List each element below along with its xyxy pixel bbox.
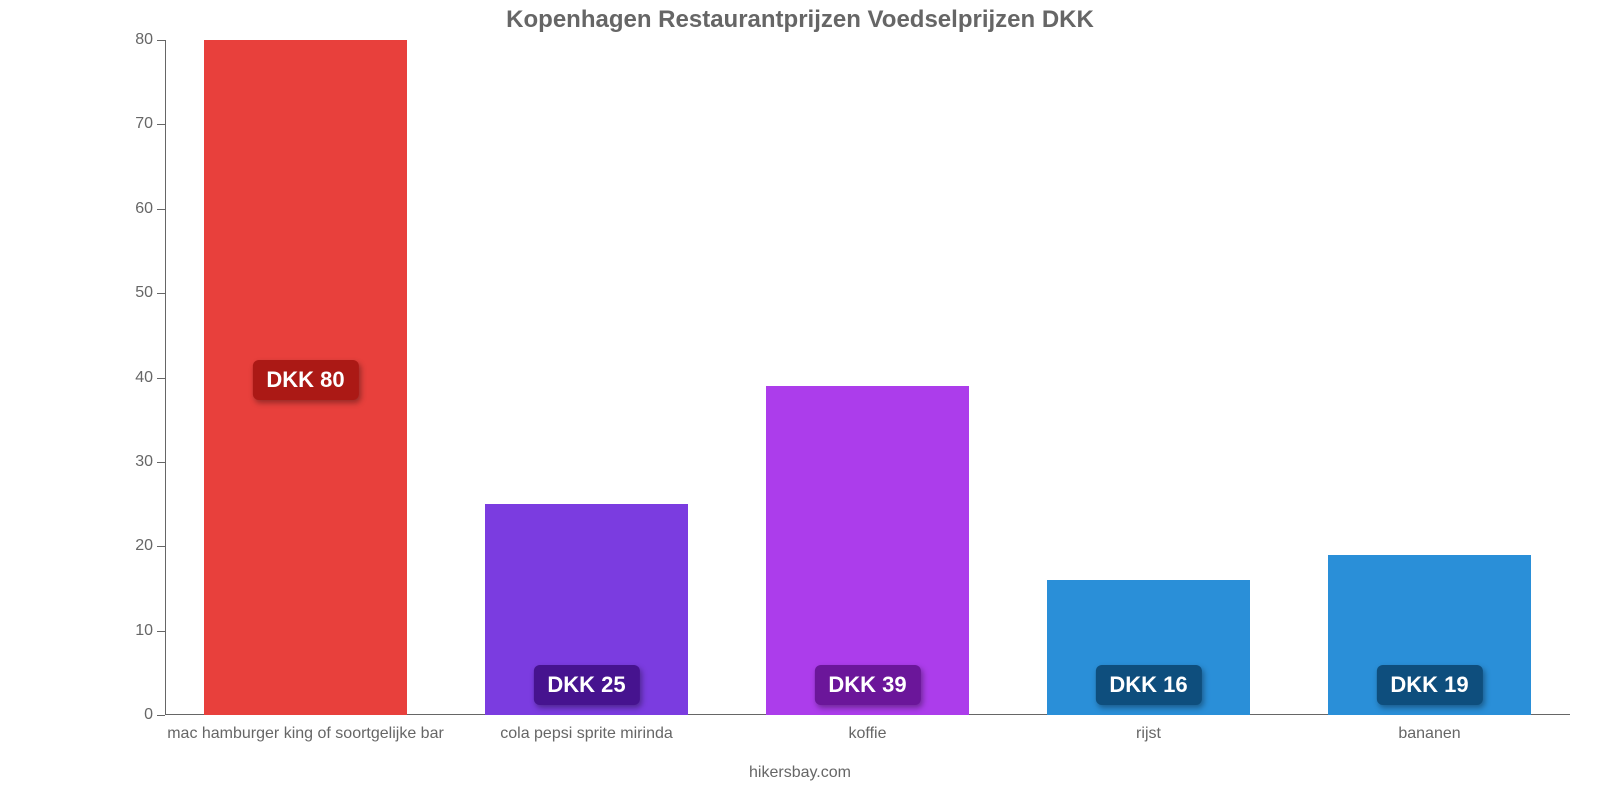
y-tick-label: 20	[135, 537, 165, 555]
y-tick-label: 50	[135, 284, 165, 302]
value-badge: DKK 19	[1376, 665, 1482, 705]
plot-area: 01020304050607080 DKK 80DKK 25DKK 39DKK …	[165, 40, 1570, 715]
bar-chart: Kopenhagen Restaurantprijzen Voedselprij…	[0, 0, 1600, 800]
y-tick-label: 40	[135, 369, 165, 387]
bars-group: DKK 80 DKK 25 DKK 39 DKK 16 DKK 19	[165, 40, 1570, 715]
x-tick-label: rijst	[1136, 715, 1161, 743]
x-tick-label: cola pepsi sprite mirinda	[500, 715, 673, 743]
value-badge: DKK 39	[814, 665, 920, 705]
y-tick-label: 10	[135, 622, 165, 640]
value-badge: DKK 25	[533, 665, 639, 705]
y-tick-label: 70	[135, 115, 165, 133]
y-tick-label: 80	[135, 31, 165, 49]
chart-title: Kopenhagen Restaurantprijzen Voedselprij…	[0, 6, 1600, 34]
y-tick-label: 0	[144, 706, 165, 724]
y-tick-label: 30	[135, 453, 165, 471]
x-tick-label: koffie	[849, 715, 887, 743]
x-tick-label: mac hamburger king of soortgelijke bar	[167, 715, 444, 743]
value-badge: DKK 80	[252, 360, 358, 400]
x-tick-label: bananen	[1398, 715, 1460, 743]
attribution-text: hikersbay.com	[0, 764, 1600, 782]
value-badge: DKK 16	[1095, 665, 1201, 705]
y-tick-label: 60	[135, 200, 165, 218]
